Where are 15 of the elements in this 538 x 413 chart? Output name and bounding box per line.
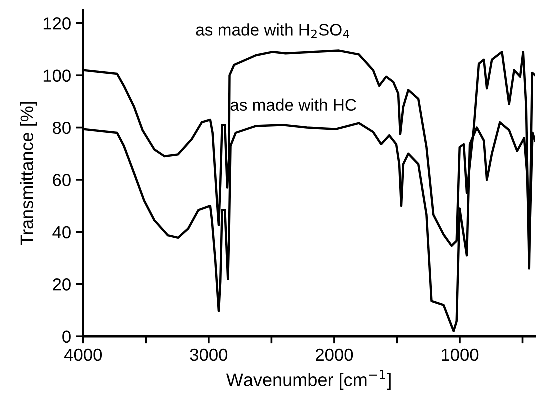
y-tick-label: 0 <box>62 330 71 344</box>
x-axis-title: Wavenumber [cm$^{−1}$] <box>226 370 391 390</box>
annotation: as made with H$_{2}$SO$_{4}$ <box>196 24 350 38</box>
x-tick-label: 3000 <box>190 348 228 362</box>
x-tick-label: 4000 <box>64 348 102 362</box>
x-tick-label: 2000 <box>316 348 354 362</box>
x-tick-label: 1000 <box>442 348 479 362</box>
y-tick-label: 120 <box>44 18 71 30</box>
y-tick-label: 80 <box>53 122 71 134</box>
y-tick-label: 20 <box>53 278 71 291</box>
annotation: as made with HC <box>230 98 356 112</box>
y-tick-label: 100 <box>44 70 71 82</box>
y-tick-label: 40 <box>52 226 71 239</box>
y-tick-label: 60 <box>53 174 71 186</box>
y-axis-title: Transmittance [%] <box>20 102 38 246</box>
